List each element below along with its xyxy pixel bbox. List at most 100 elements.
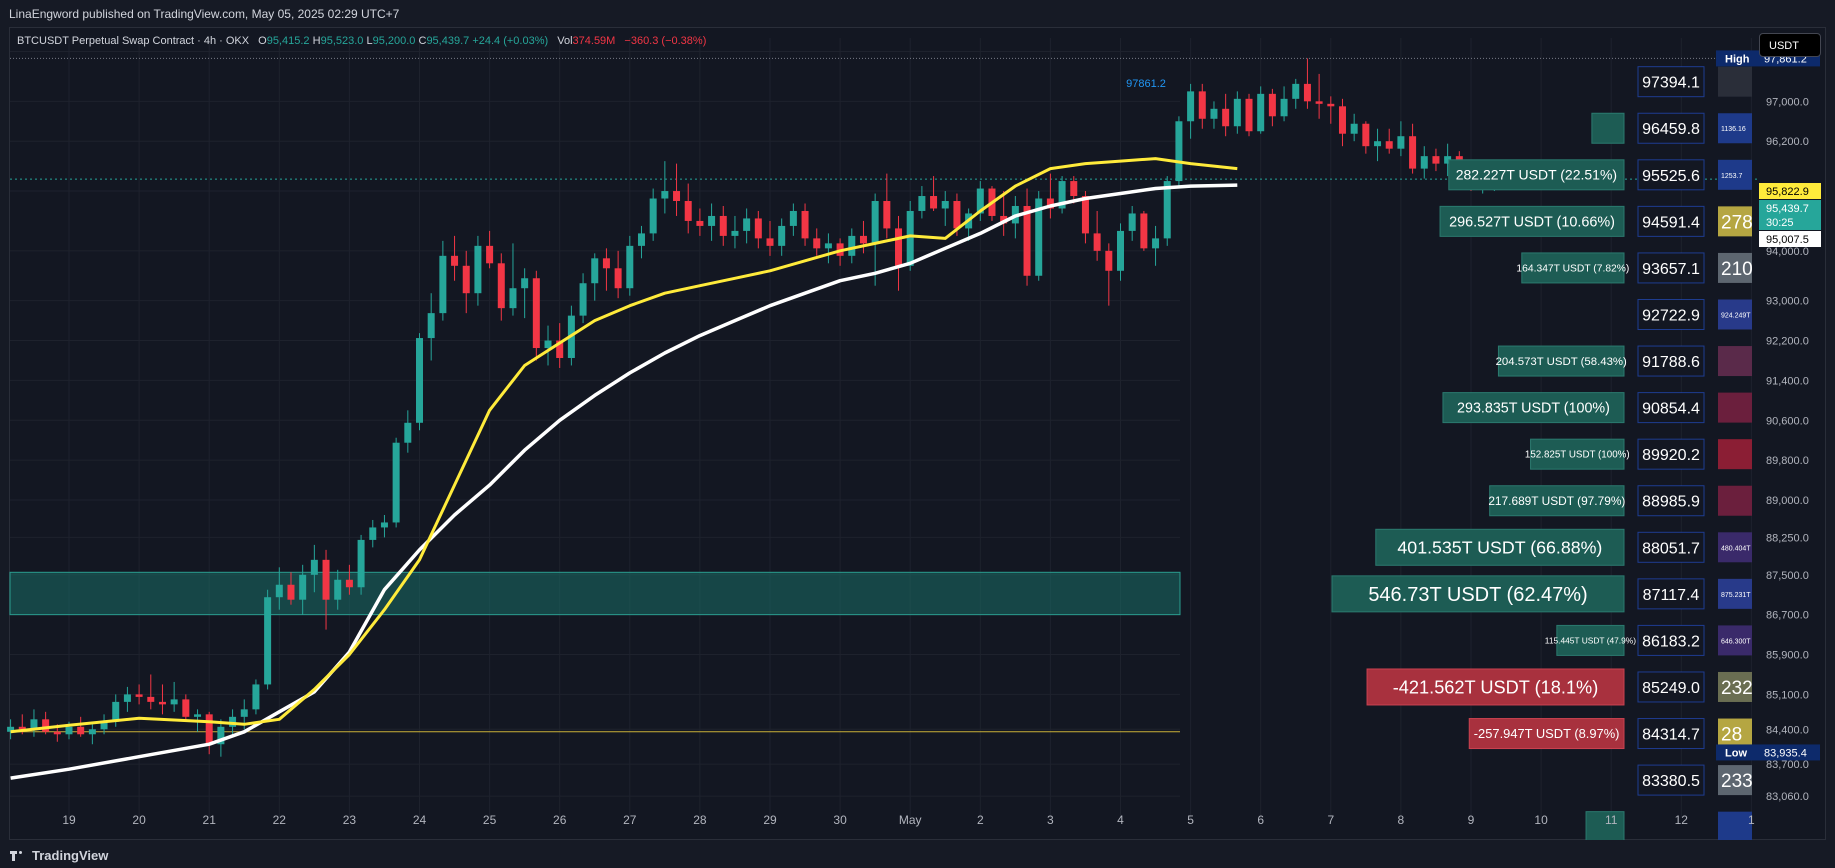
low-marker-bg xyxy=(1716,744,1820,761)
candle-body xyxy=(649,198,657,234)
candle-body xyxy=(427,313,435,339)
candle-body xyxy=(451,255,459,266)
volume-box xyxy=(1718,252,1752,283)
x-tick-label: 8 xyxy=(1398,813,1405,827)
candle-body xyxy=(1163,181,1171,239)
x-tick-label: 20 xyxy=(132,813,146,827)
brand-label: TradingView xyxy=(32,848,109,863)
volume-box xyxy=(1718,532,1752,563)
price-level-box xyxy=(1637,531,1705,563)
candle-body xyxy=(42,719,50,732)
price-level-box xyxy=(1637,159,1705,191)
candle-body xyxy=(684,201,692,221)
candle-body xyxy=(1327,103,1335,107)
candle-body xyxy=(170,699,178,705)
candle-body xyxy=(696,220,704,226)
candle-body xyxy=(1233,98,1241,127)
delta-label: -257.947T USDT (8.97%) xyxy=(1474,726,1620,741)
candle-body xyxy=(1000,215,1008,224)
price-level-label: 94591.4 xyxy=(1642,214,1700,231)
candle-body xyxy=(1350,123,1358,134)
ema-fast-tag: 95,822.9 xyxy=(1766,186,1809,198)
y-tick-label: 94,000.0 xyxy=(1766,246,1809,258)
candle-body xyxy=(626,245,634,289)
tradingview-brand[interactable]: TradingView xyxy=(10,848,108,863)
y-tick-label: 96,200.0 xyxy=(1766,136,1809,148)
candle-body xyxy=(976,188,984,214)
currency-selector[interactable]: USDT xyxy=(1759,33,1821,57)
ema-slow-tag: 95,007.5 xyxy=(1766,234,1809,246)
candle-body xyxy=(264,597,272,685)
symbol-title[interactable]: BTCUSDT Perpetual Swap Contract · 4h · O… xyxy=(17,35,250,47)
volume-label: 210 xyxy=(1721,259,1753,280)
candle-body xyxy=(661,191,669,199)
low-marker-value: 83,935.4 xyxy=(1764,747,1807,759)
last-price-tag: 95,439.7 xyxy=(1766,203,1809,215)
x-tick-label: 5 xyxy=(1187,813,1194,827)
candle-body xyxy=(766,238,774,246)
candle-body xyxy=(602,258,610,269)
countdown-tag: 30:25 xyxy=(1766,217,1794,229)
candle-body xyxy=(953,201,961,229)
delta-bar xyxy=(1442,392,1625,424)
price-level-label: 97394.1 xyxy=(1642,75,1700,92)
vol-label: Vol xyxy=(557,35,573,47)
delta-bar xyxy=(1585,811,1625,843)
candle-body xyxy=(357,539,365,588)
candle-body xyxy=(544,340,552,349)
delta-label: 164.347T USDT (7.82%) xyxy=(1516,264,1629,275)
candle-body xyxy=(310,559,318,575)
candle-body xyxy=(112,701,120,722)
close-label: C xyxy=(418,35,427,47)
close-value: 95,439.7 xyxy=(426,35,470,47)
candle-body xyxy=(1409,136,1417,169)
open-value: 95,415.2 xyxy=(266,35,310,47)
y-tick-label: 85,900.0 xyxy=(1766,650,1809,662)
volume-box xyxy=(1718,765,1752,796)
y-tick-label: 90,600.0 xyxy=(1766,415,1809,427)
candle-body xyxy=(859,235,867,244)
candle-body xyxy=(240,709,248,717)
delta-bar xyxy=(1497,345,1625,377)
candle-body xyxy=(1128,213,1136,231)
price-level-label: 85249.0 xyxy=(1642,680,1700,697)
delta-bar xyxy=(1530,438,1625,470)
x-tick-label: 4 xyxy=(1117,813,1124,827)
candle-body xyxy=(147,696,155,702)
x-tick-label: 10 xyxy=(1534,813,1548,827)
low-value: 95,200.0 xyxy=(372,35,416,47)
candle-body xyxy=(778,225,786,246)
x-tick-label: 24 xyxy=(413,813,427,827)
candle-body xyxy=(334,579,342,600)
x-tick-label: 9 xyxy=(1468,813,1475,827)
price-level-label: 88985.9 xyxy=(1642,494,1700,511)
candle-body xyxy=(439,255,447,314)
volume-label: 1136.16 xyxy=(1721,126,1746,133)
candle-body xyxy=(252,684,260,710)
candle-body xyxy=(1338,106,1346,134)
candle-body xyxy=(18,726,26,730)
price-level-label: 87117.4 xyxy=(1643,587,1700,604)
price-level-box xyxy=(1637,252,1705,284)
candle-body xyxy=(404,422,412,443)
high-label: H xyxy=(312,35,321,47)
candle-body xyxy=(591,258,599,284)
y-tick-label: 92,200.0 xyxy=(1766,336,1809,348)
candle-body xyxy=(65,726,73,735)
price-level-box xyxy=(1637,298,1705,330)
candle-body xyxy=(30,719,38,730)
delta-label: 217.689T USDT (97.79%) xyxy=(1488,494,1625,508)
price-level-box xyxy=(1637,578,1705,610)
price-level-box xyxy=(1637,485,1705,517)
volume-box xyxy=(1718,299,1752,330)
high-marker-label: High xyxy=(1725,53,1750,65)
candle-body xyxy=(1420,156,1428,169)
candle-body xyxy=(182,699,190,717)
price-level-box xyxy=(1637,624,1705,656)
candle-body xyxy=(345,579,353,588)
candle-body xyxy=(1257,93,1265,132)
candle-body xyxy=(906,210,914,266)
volume-label: 233 xyxy=(1721,771,1753,792)
published-text: LinaEngword published on TradingView.com… xyxy=(9,7,400,21)
